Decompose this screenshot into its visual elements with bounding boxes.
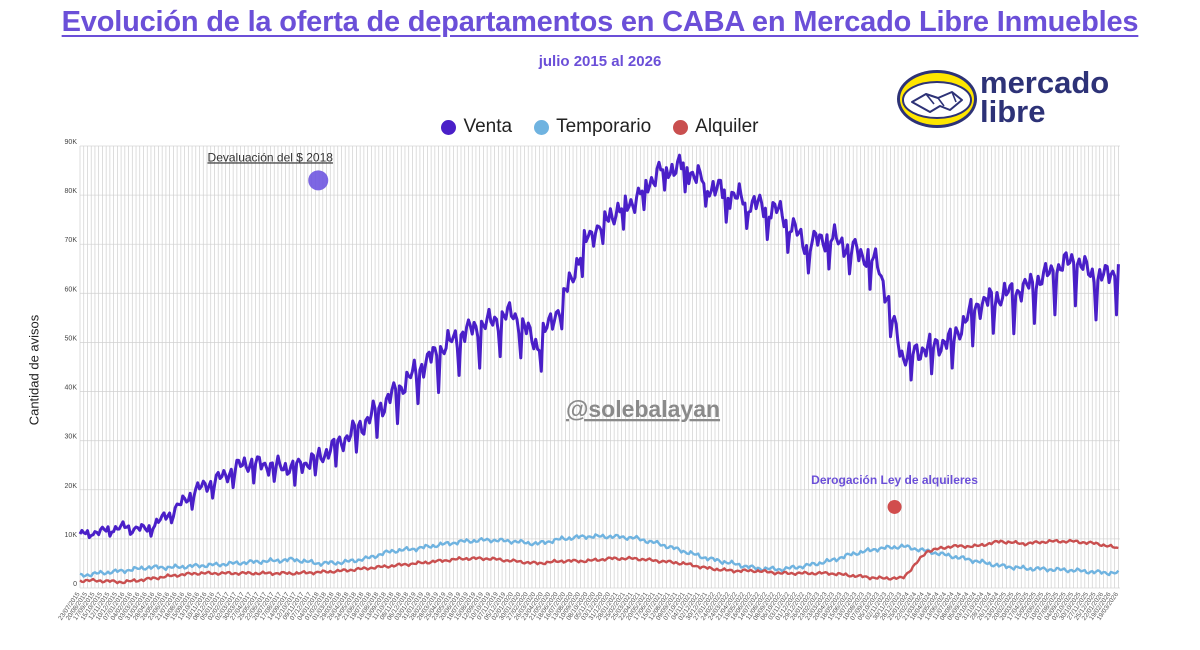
y-tick-label: 50K xyxy=(65,335,78,342)
annotation-label: Devaluación del $ 2018 xyxy=(208,150,334,164)
page-subtitle: julio 2015 al 2026 xyxy=(538,53,662,70)
chart-series xyxy=(78,153,1120,585)
y-axis-ticks: 0 10K 20K 30K 40K 50K 60K 70K 80K 90K xyxy=(65,139,78,588)
series-line-temporario xyxy=(79,533,1120,578)
chart-annotations: Devaluación del $ 2018 Derogación Ley de … xyxy=(208,150,978,514)
y-tick-label: 40K xyxy=(65,385,78,392)
y-tick-label: 10K xyxy=(65,532,78,539)
page-title: Evolución de la oferta de departamentos … xyxy=(61,6,1139,38)
legend-marker-temporario xyxy=(534,119,550,135)
mercado-libre-logo xyxy=(897,70,977,128)
annotation-marker xyxy=(887,499,902,514)
y-tick-label: 90K xyxy=(65,139,78,146)
chart-legend: Venta Temporario Alquiler xyxy=(0,116,1200,138)
y-tick-label: 70K xyxy=(65,237,78,244)
series-line-alquiler xyxy=(79,538,1119,585)
legend-label-alquiler: Alquiler xyxy=(695,116,759,137)
annotation-marker xyxy=(308,170,329,191)
legend-marker-alquiler xyxy=(673,119,689,135)
series-line-venta xyxy=(78,153,1120,540)
legend-item-alquiler: Alquiler xyxy=(673,116,759,138)
y-tick-label: 0 xyxy=(73,581,77,588)
legend-marker-venta xyxy=(441,119,457,135)
x-axis-ticks: 23/07/201520/08/201517/09/201515/10/2015… xyxy=(57,591,1120,622)
logo-line-1: mercado xyxy=(980,65,1110,100)
logo-line-2: libre xyxy=(980,94,1046,129)
legend-item-venta: Venta xyxy=(441,116,512,138)
y-tick-label: 60K xyxy=(65,286,78,293)
legend-label-venta: Venta xyxy=(463,116,513,137)
y-tick-label: 30K xyxy=(65,434,78,441)
legend-item-temporario: Temporario xyxy=(534,116,651,138)
y-tick-label: 80K xyxy=(65,188,78,195)
y-tick-label: 20K xyxy=(65,483,78,490)
legend-label-temporario: Temporario xyxy=(556,116,652,137)
chart-grid xyxy=(79,145,1120,589)
mercado-libre-wordmark: mercado libre xyxy=(980,65,1110,129)
annotation-label: Derogación Ley de alquileres xyxy=(811,473,978,487)
watermark-text: @solebalayan xyxy=(566,396,720,422)
